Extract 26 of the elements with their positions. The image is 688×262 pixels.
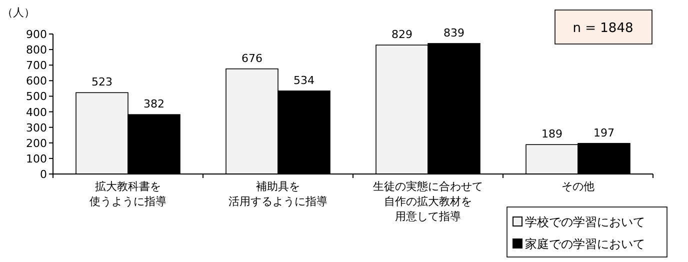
data-label: 839 [444, 26, 464, 40]
data-label: 382 [144, 98, 164, 111]
data-label: 523 [92, 76, 112, 89]
y-tick-label: 700 [26, 59, 47, 72]
y-tick-label: 0 [40, 168, 47, 181]
y-tick-label: 900 [26, 28, 47, 41]
legend-label: 家庭での学習において [525, 237, 645, 251]
data-label: 534 [294, 74, 314, 87]
x-tick-label: その他 [560, 179, 596, 194]
y-tick-label: 600 [26, 74, 47, 88]
y-tick-label: 200 [26, 136, 47, 150]
x-tick-label: 生徒の実態に合わせて自作の拡大教材を用意して指導 [372, 179, 484, 224]
data-label: 197 [594, 126, 614, 140]
legend-label: 学校での学習において [525, 215, 645, 229]
y-tick-label: 500 [26, 90, 47, 104]
data-label: 829 [392, 28, 412, 42]
annotation: n = 1848 [572, 21, 634, 36]
y-tick-label: 400 [26, 106, 47, 119]
y-axis-title: （人） [2, 6, 35, 19]
y-tick-label: 100 [26, 152, 47, 166]
x-tick-label: 補助具を活用するように指導 [228, 179, 328, 209]
y-tick-label: 300 [26, 121, 47, 134]
data-label: 189 [542, 128, 562, 141]
data-label: 676 [242, 52, 262, 65]
x-tick-label: 拡大教科書を使うように指導 [88, 179, 168, 209]
y-tick-label: 800 [26, 44, 47, 57]
